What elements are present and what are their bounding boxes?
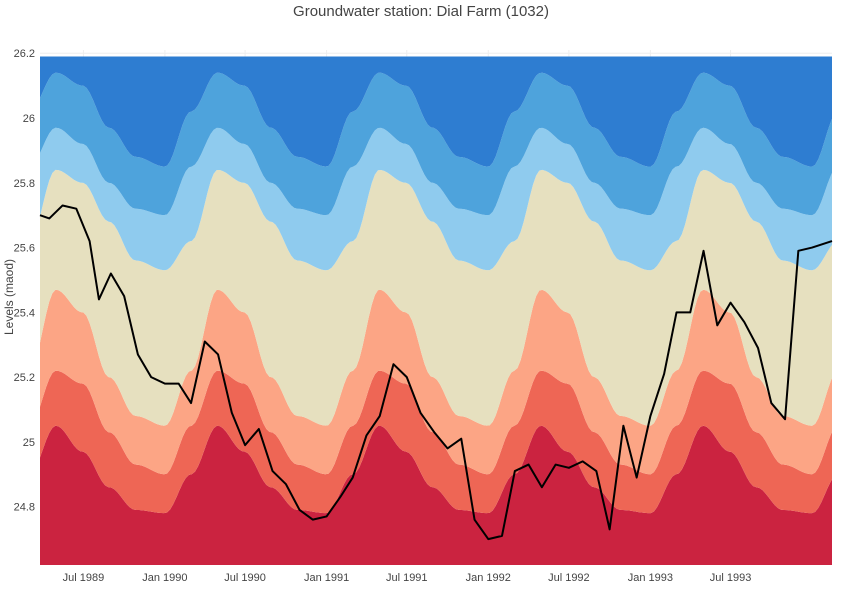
grid-lines bbox=[40, 50, 832, 57]
percentile-band-5 bbox=[40, 127, 832, 271]
x-tick-label: Jul 1990 bbox=[224, 572, 266, 584]
x-tick-label: Jul 1993 bbox=[710, 572, 752, 584]
percentile-band-2 bbox=[40, 370, 832, 514]
x-tick-label: Jul 1989 bbox=[63, 572, 105, 584]
percentile-band-7 bbox=[40, 56, 832, 167]
y-tick-label: 24.8 bbox=[14, 502, 35, 514]
percentile-band-6 bbox=[40, 72, 832, 216]
percentile-bands bbox=[40, 56, 832, 565]
y-axis: 24.8 25 25.2 25.4 25.6 25.8 26 26.2 bbox=[14, 48, 35, 513]
x-tick-label: Jul 1991 bbox=[386, 572, 428, 584]
percentile-band-1 bbox=[40, 425, 832, 565]
x-tick-label: Jan 1991 bbox=[304, 572, 349, 584]
chart-title: Groundwater station: Dial Farm (1032) bbox=[293, 3, 549, 20]
x-tick-label: Jan 1992 bbox=[466, 572, 511, 584]
x-axis: Jul 1989 Jan 1990 Jul 1990 Jan 1991 Jul 1991… bbox=[63, 572, 752, 584]
x-tick-label: Jul 1992 bbox=[548, 572, 590, 584]
y-axis-title: Levels (maod) bbox=[2, 259, 16, 335]
y-tick-label: 25.6 bbox=[14, 243, 35, 255]
y-tick-label: 25 bbox=[23, 437, 35, 449]
series-line-1 bbox=[39, 204, 833, 541]
series-layer bbox=[39, 204, 833, 541]
y-tick-label: 25.2 bbox=[14, 372, 35, 384]
percentile-band-3 bbox=[40, 289, 832, 475]
x-tick-label: Jan 1990 bbox=[142, 572, 187, 584]
percentile-band-4 bbox=[40, 169, 832, 426]
y-tick-label: 25.8 bbox=[14, 178, 35, 190]
y-tick-label: 26.2 bbox=[14, 48, 35, 60]
y-tick-label: 26 bbox=[23, 113, 35, 125]
x-tick-label: Jan 1993 bbox=[628, 572, 673, 584]
y-tick-label: 25.4 bbox=[14, 307, 35, 319]
